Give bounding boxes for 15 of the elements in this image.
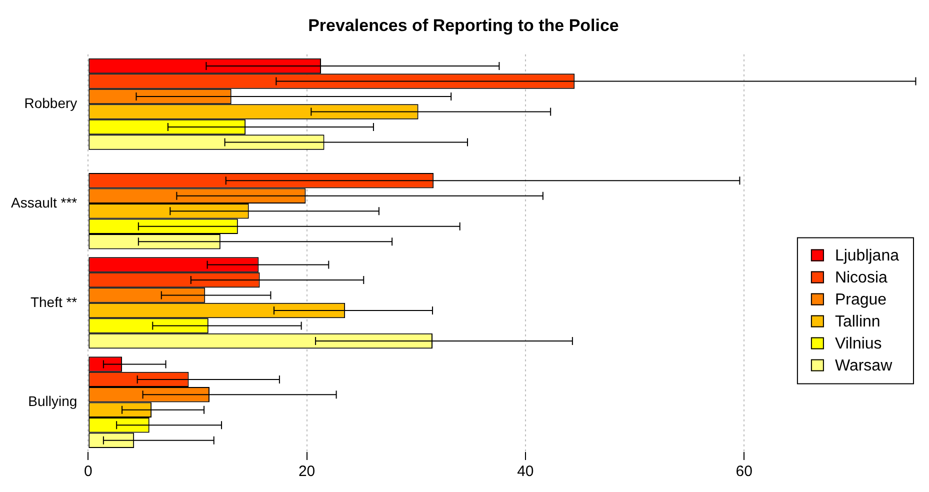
legend-label: Ljubljana — [834, 248, 900, 265]
chart-title: Prevalences of Reporting to the Police — [308, 16, 619, 35]
x-tick-label: 60 — [736, 463, 752, 480]
legend-label: Tallinn — [834, 314, 880, 331]
y-tick-label: Theft ** — [30, 294, 78, 310]
y-tick-label: Robbery — [24, 94, 78, 111]
x-tick-label: 40 — [517, 463, 534, 480]
y-tick-label: Bullying — [28, 393, 78, 410]
y-tick-label: Assault *** — [10, 194, 78, 210]
legend-label: Warsaw — [834, 358, 893, 375]
x-tick-label: 20 — [298, 463, 316, 480]
legend-label: Prague — [834, 292, 887, 309]
x-tick-label: 0 — [84, 463, 92, 480]
legend-label: Vilnius — [834, 336, 882, 353]
legend-label: Nicosia — [834, 270, 888, 287]
